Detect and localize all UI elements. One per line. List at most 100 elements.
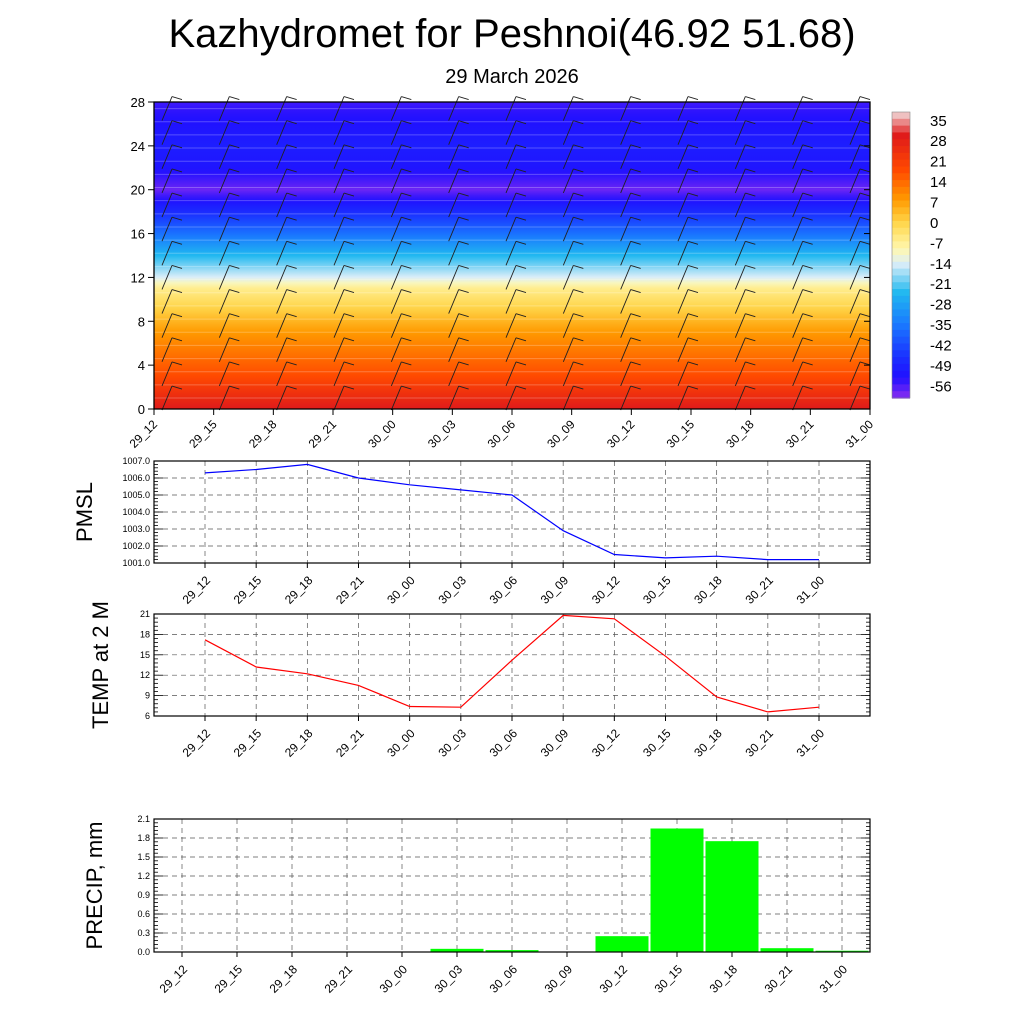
wind-barb-flag <box>802 192 813 197</box>
y-tick-label: 1004.0 <box>122 507 150 517</box>
x-tick-label: 29_18 <box>282 726 316 760</box>
wind-barb <box>276 192 288 218</box>
wind-barb-flag <box>401 313 412 318</box>
wind-barb-flag <box>458 120 469 125</box>
y-tick-label: 4 <box>138 358 145 373</box>
wind-barb-flag <box>573 337 584 342</box>
y-tick-label: 1005.0 <box>122 490 150 500</box>
heatmap-field <box>154 102 870 409</box>
wind-barb-flag <box>229 240 240 245</box>
x-tick-label: 30_06 <box>487 726 521 760</box>
wind-barb <box>276 337 288 362</box>
precip-bar <box>485 950 539 952</box>
wind-barb-flag <box>343 264 355 269</box>
x-tick-label: 30_09 <box>542 962 576 996</box>
colorbar-label: 0 <box>930 215 938 232</box>
wind-barb-flag <box>630 289 641 293</box>
wind-barb <box>390 144 402 169</box>
colorbar-swatch <box>892 146 910 154</box>
precip-bar <box>650 828 704 952</box>
wind-barb <box>448 385 460 411</box>
wind-barb <box>333 144 345 169</box>
wind-barb-flag <box>343 361 355 366</box>
wind-barb <box>677 120 689 145</box>
wind-barb-flag <box>286 120 297 125</box>
wind-barb <box>161 265 173 290</box>
wind-barb <box>677 313 689 338</box>
wind-barb-flag <box>859 337 871 342</box>
wind-barb <box>333 289 345 314</box>
wind-barb <box>849 192 861 218</box>
colorbar-swatch <box>892 241 910 249</box>
precip-bar <box>815 950 869 952</box>
wind-barb <box>161 192 173 218</box>
wind-barb-flag <box>630 240 641 245</box>
wind-barb <box>218 120 230 145</box>
x-tick-label: 30_03 <box>435 726 469 760</box>
x-tick-label: 30_21 <box>742 726 776 760</box>
wind-barb-flag <box>515 168 527 173</box>
colorbar-swatch <box>892 186 910 195</box>
wind-barb-flag <box>401 168 412 173</box>
wind-barb <box>390 313 402 338</box>
wind-barb <box>333 241 345 266</box>
x-tick-label: 31_00 <box>794 726 828 760</box>
precip-bar <box>760 948 814 952</box>
wind-barb <box>218 265 230 290</box>
wind-barb <box>276 96 288 121</box>
wind-barb <box>734 313 746 338</box>
colorbar-swatch <box>892 118 910 127</box>
wind-barb-flag <box>802 168 813 173</box>
wind-barb-flag <box>401 216 412 221</box>
wind-barb <box>448 313 460 338</box>
wind-barb-flag <box>401 264 412 269</box>
wind-barb <box>620 168 632 194</box>
wind-barb <box>734 337 746 362</box>
wind-barb <box>218 192 230 218</box>
wind-barb <box>161 337 173 362</box>
y-tick-label: 0.6 <box>137 909 150 919</box>
wind-barb-flag <box>229 168 240 173</box>
wind-barb-flag <box>515 289 527 293</box>
y-tick-label: 21 <box>140 609 150 619</box>
y-tick-label: 12 <box>131 270 145 285</box>
colorbar-swatch <box>892 370 910 379</box>
wind-barb-flag <box>745 361 756 366</box>
wind-barb-flag <box>458 313 469 318</box>
wind-barb <box>505 385 517 411</box>
wind-barb-flag <box>343 192 355 197</box>
wind-barb-flag <box>343 240 355 245</box>
wind-barb <box>505 265 517 290</box>
colorbar-swatch <box>892 159 910 168</box>
wind-barb <box>734 96 746 121</box>
colorbar-swatch <box>892 234 910 242</box>
y-tick-label: 1001.0 <box>122 558 150 568</box>
wind-barb-flag <box>573 96 584 101</box>
wind-barb <box>333 120 345 145</box>
wind-barb-flag <box>171 96 183 101</box>
colorbar-label: 28 <box>930 133 947 150</box>
x-tick-label: 29_21 <box>322 962 356 996</box>
wind-barb-flag <box>401 96 412 101</box>
wind-barb-flag <box>458 168 469 173</box>
colorbar-swatch <box>892 343 910 351</box>
wind-barb <box>276 385 288 411</box>
wind-barb <box>849 120 861 145</box>
wind-barb-flag <box>630 313 641 318</box>
wind-barb <box>562 265 574 290</box>
wind-barb-flag <box>458 96 469 101</box>
wind-barb-flag <box>286 337 297 342</box>
wind-barb-flag <box>171 361 183 366</box>
colorbar-swatch <box>892 180 910 188</box>
x-tick-label: 30_15 <box>652 962 686 996</box>
wind-barb-flag <box>573 361 584 366</box>
x-tick-label: 30_03 <box>432 962 466 996</box>
colorbar-swatch <box>892 316 910 324</box>
wind-barb-flag <box>573 120 584 125</box>
wind-barb <box>161 361 173 387</box>
wind-barb <box>333 217 345 242</box>
wind-barb-flag <box>343 216 355 221</box>
colorbar-swatch <box>892 207 910 215</box>
wind-barb-flag <box>171 289 183 293</box>
wind-barb <box>562 168 574 194</box>
